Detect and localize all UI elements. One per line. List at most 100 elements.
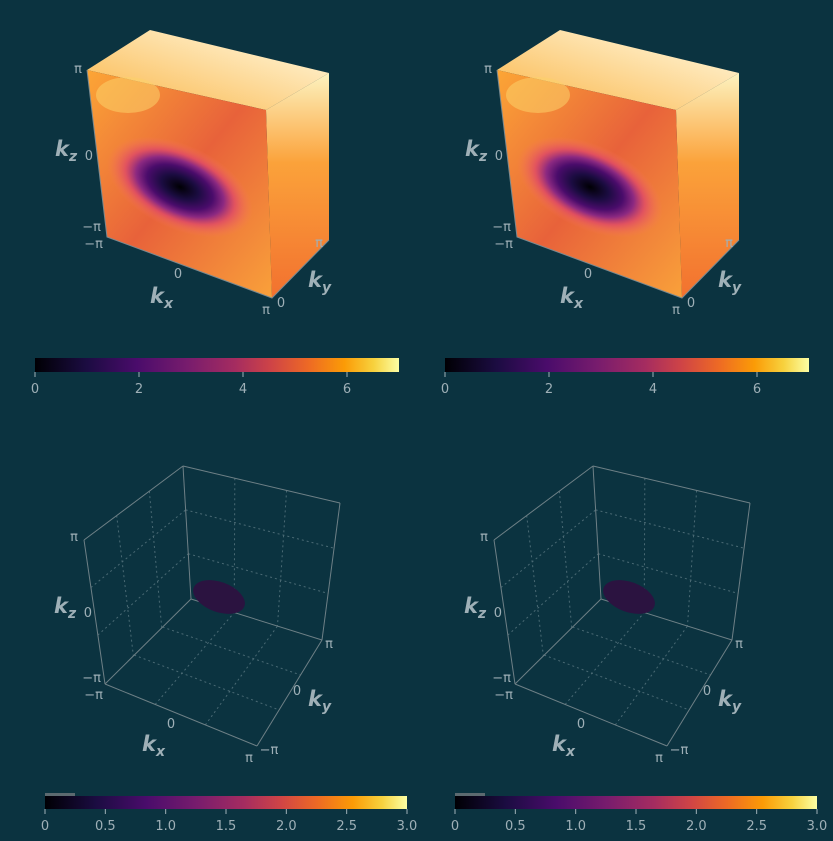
grid-line [116,515,134,657]
colorbar-tick-label: 1.0 [155,819,176,834]
grid-line [572,626,711,676]
grid-line [97,553,189,636]
z-axis-label-sub: z [67,606,77,622]
z-axis-label-main: k [54,594,70,618]
colorbar-tick-label: 1.5 [626,819,647,834]
grid-line [558,491,573,628]
grid-line [614,625,688,726]
z-axis-label-sub: z [68,149,78,165]
grid-line [507,553,599,636]
colorbar-tick-label: 0 [31,382,39,397]
z-tick-neg-pi: −π [492,671,511,686]
x-tick-pi: π [245,751,253,766]
volume-highlight [96,77,160,113]
z-axis-label-main: k [55,137,71,161]
colorbar-tick-label: 0.5 [505,819,526,834]
grid-line [188,553,329,594]
volume-side-face [266,73,329,298]
z-axis-label-main: k [465,137,481,161]
grid-line [686,490,698,627]
y-axis-label-main: k [308,687,324,711]
y-axis-label: ky [718,268,742,296]
colorbar-tick-label: 4 [649,382,657,397]
colorbar-tick-label: 3.0 [807,819,828,834]
z-axis-label-sub: z [477,606,487,622]
box-edge [104,598,192,685]
x-axis-label-sub: x [163,296,174,312]
x-axis-label-main: k [552,732,568,756]
y-tick-0: 0 [293,684,301,699]
colorbar [455,796,817,809]
box-edge [182,465,341,504]
x-axis-label-main: k [142,732,158,756]
x-axis-label: kx [142,732,166,760]
z-tick-pi: π [480,530,488,545]
grid-line [276,490,288,627]
y-tick-0: 0 [703,684,711,699]
colorbar-marker [45,793,75,796]
colorbar-tick-label: 0 [441,382,449,397]
y-tick-pi: π [325,637,333,652]
colorbar-tick-label: 2 [545,382,553,397]
y-tick-neg-pi: −π [260,743,279,758]
box-edge [514,598,602,685]
box-edge [666,639,733,747]
box-edge [592,465,602,600]
isosurface-ellipsoid [603,580,655,614]
x-tick-pi: π [672,303,680,318]
colorbar-tick-label: 6 [343,382,351,397]
x-axis-label: kx [560,284,584,312]
box-edge [592,465,751,504]
y-axis-label-sub: y [322,699,332,715]
box-edge [321,502,341,641]
x-tick-0: 0 [174,267,182,282]
z-axis-label-main: k [464,594,480,618]
grid-line [148,491,163,628]
box-edge [83,539,106,685]
colorbar-tick-label: 1.5 [216,819,237,834]
x-tick-pi: π [655,751,663,766]
y-tick-0: 0 [277,296,285,311]
volume-frame [86,69,330,299]
z-axis-label: kz [464,594,487,622]
colorbar-tick-label: 0 [41,819,49,834]
grid-line [204,625,278,726]
box-edge [104,683,258,747]
z-tick-neg-pi: −π [492,220,511,235]
volume-min-region [107,136,253,238]
y-axis-label: ky [308,687,332,715]
y-axis-label-main: k [718,268,734,292]
volume-min-region [517,136,663,238]
volume-top-face [497,30,739,110]
x-axis-label-sub: x [565,744,576,760]
x-axis-label-sub: x [155,744,166,760]
x-tick-neg-pi: −π [494,237,513,252]
colorbar [45,796,407,809]
grid-line [564,612,645,705]
colorbar-tick-label: 4 [239,382,247,397]
colorbar [445,358,809,372]
x-tick-0: 0 [577,717,585,732]
grid-line [598,553,739,594]
z-tick-0: 0 [84,606,92,621]
x-tick-0: 0 [167,717,175,732]
y-tick-0: 0 [687,296,695,311]
box-edge [514,683,668,747]
colorbar-tick-label: 1.0 [565,819,586,834]
colorbar-tick-label: 2.5 [336,819,357,834]
x-tick-pi: π [262,303,270,318]
x-tick-neg-pi: −π [84,688,103,703]
x-axis-label-main: k [560,284,576,308]
y-tick-pi: π [725,236,733,251]
z-tick-neg-pi: −π [82,671,101,686]
z-tick-pi: π [70,530,78,545]
y-axis-label: ky [718,687,742,715]
z-tick-pi: π [74,62,82,77]
y-axis-label-main: k [308,268,324,292]
volume-side-face [676,73,739,298]
box-edge [493,465,594,541]
